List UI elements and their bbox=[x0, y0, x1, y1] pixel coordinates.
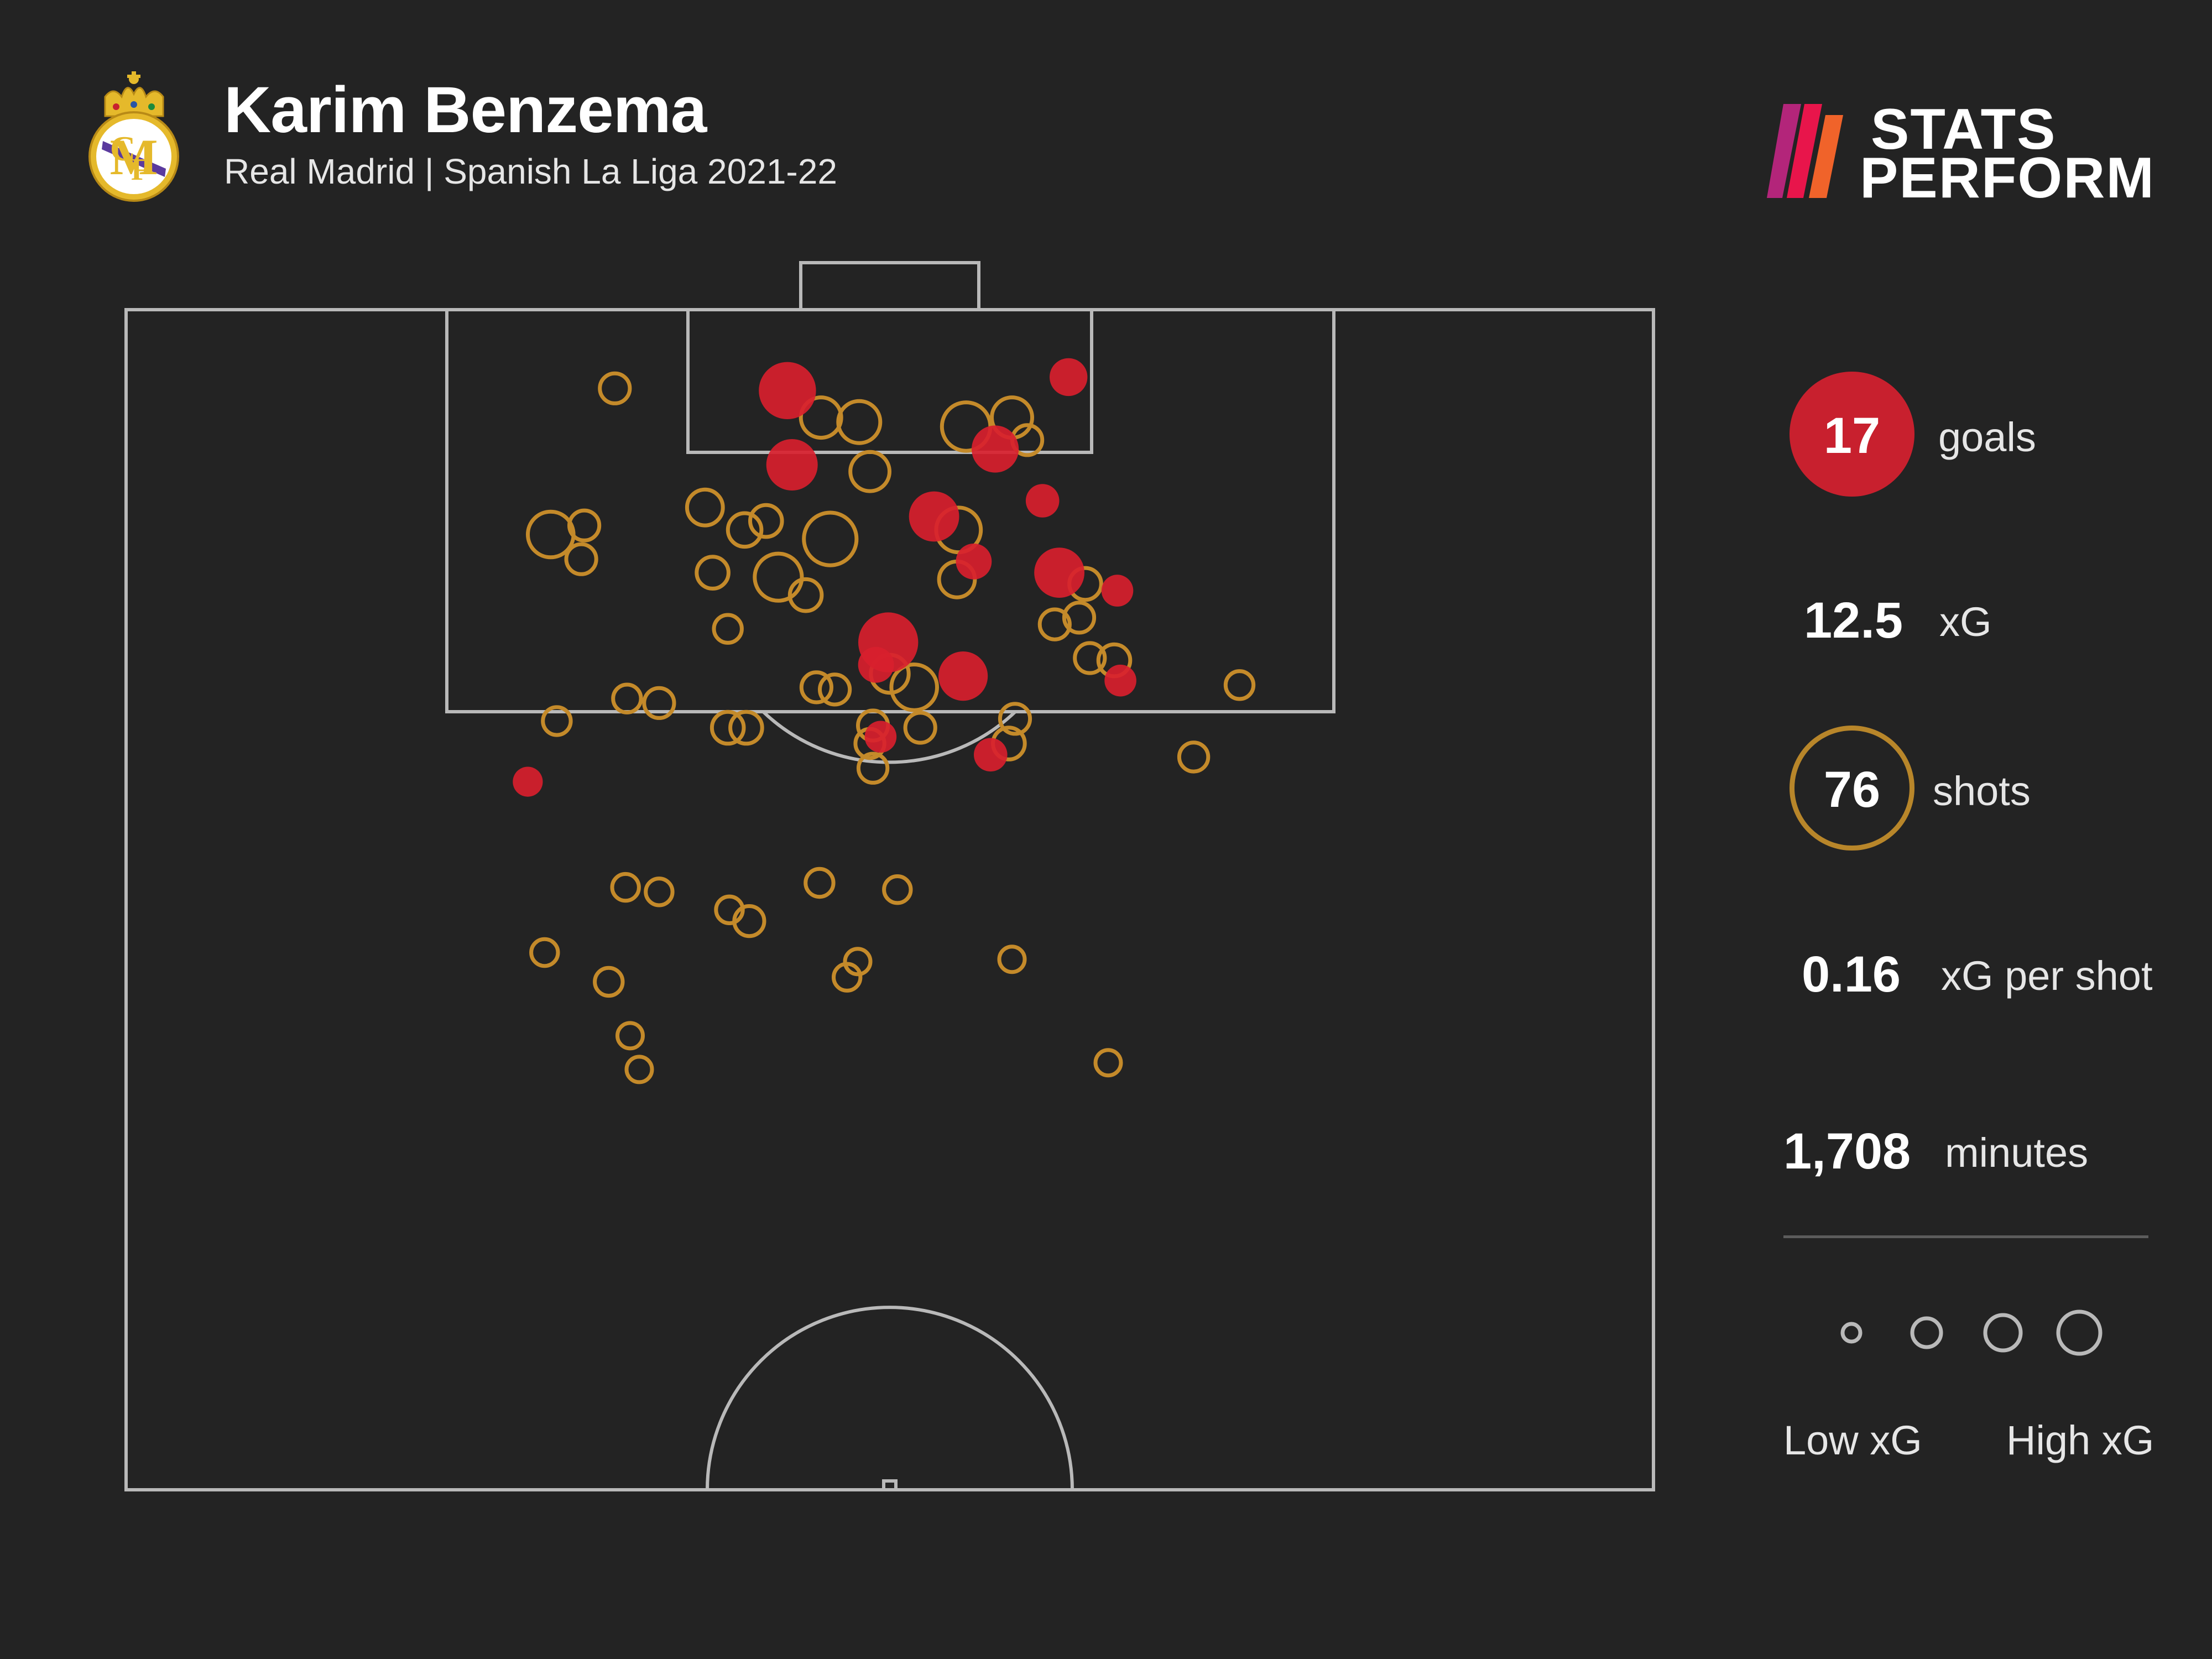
shot-goal-49 bbox=[864, 721, 897, 753]
shot-miss-70 bbox=[624, 1055, 654, 1084]
shot-miss-55 bbox=[1177, 740, 1211, 774]
goals-badge bbox=[1790, 372, 1914, 497]
shot-miss-59 bbox=[644, 877, 675, 907]
shot-miss-37 bbox=[1073, 641, 1107, 675]
stats-divider bbox=[1783, 1235, 2148, 1238]
shot-miss-21 bbox=[695, 555, 731, 591]
svg-text:F: F bbox=[131, 153, 150, 187]
shot-miss-62 bbox=[714, 894, 745, 926]
legend-high-label: High xG bbox=[2006, 1417, 2154, 1463]
shot-miss-28 bbox=[787, 577, 824, 613]
shot-miss-5 bbox=[848, 450, 891, 493]
chart-subtitle: Real Madrid | Spanish La Liga 2021-22 bbox=[224, 152, 837, 191]
shot-miss-1 bbox=[836, 399, 883, 445]
six-yard-box bbox=[686, 308, 1093, 454]
shot-goal-27 bbox=[1101, 575, 1134, 607]
minutes-label: minutes bbox=[1945, 1130, 2089, 1176]
shot-miss-56 bbox=[856, 752, 890, 785]
stats-perform-logo: STATS PERFORM bbox=[1767, 94, 2154, 207]
shot-miss-3 bbox=[799, 395, 843, 440]
shot-miss-22 bbox=[753, 551, 804, 603]
xG-label: xG bbox=[1939, 599, 1992, 645]
crown-icon bbox=[104, 71, 164, 117]
shot-map bbox=[124, 261, 1655, 1491]
xg-size-legend bbox=[1840, 1310, 2103, 1356]
xG-value: 12.5 bbox=[1804, 592, 1903, 649]
shot-miss-52 bbox=[998, 702, 1032, 736]
shot-miss-43 bbox=[611, 682, 643, 714]
brand-line-1: STATS bbox=[1871, 97, 2057, 161]
chart-title: Karim Benzema bbox=[224, 74, 707, 147]
brand-line-2: PERFORM bbox=[1860, 146, 2155, 210]
shot-miss-64 bbox=[529, 937, 560, 968]
shot-miss-31 bbox=[1062, 601, 1097, 635]
shot-miss-19 bbox=[526, 509, 576, 560]
goals-value: 17 bbox=[1823, 408, 1881, 464]
shot-miss-45 bbox=[541, 705, 573, 737]
shot-miss-14 bbox=[726, 511, 764, 549]
shot-goal-12 bbox=[909, 491, 959, 542]
shot-miss-68 bbox=[593, 966, 625, 998]
shot-miss-65 bbox=[843, 947, 873, 977]
shot-miss-44 bbox=[642, 686, 676, 720]
shot-miss-47 bbox=[728, 709, 764, 746]
legend-mid-high-xg-circle bbox=[1983, 1313, 2023, 1353]
shot-goal-9 bbox=[972, 425, 1019, 473]
shot-miss-18 bbox=[567, 508, 602, 542]
shot-miss-20 bbox=[564, 542, 598, 576]
shot-goal-57 bbox=[513, 766, 543, 797]
minutes-value: 1,708 bbox=[1783, 1123, 1911, 1180]
shot-goal-39 bbox=[1104, 664, 1136, 697]
shot-miss-41 bbox=[799, 670, 834, 705]
shot-goal-33 bbox=[858, 646, 894, 683]
legend-low-label: Low xG bbox=[1783, 1417, 1922, 1463]
penalty-arc bbox=[761, 710, 1017, 764]
shot-goal-24 bbox=[956, 543, 992, 580]
shots-badge bbox=[1790, 726, 1914, 851]
goal bbox=[799, 261, 980, 311]
shot-goal-25 bbox=[1034, 547, 1084, 598]
shot-miss-13 bbox=[685, 487, 725, 528]
shot-miss-15 bbox=[748, 503, 784, 539]
svg-text:C: C bbox=[110, 129, 135, 168]
shot-miss-30 bbox=[1037, 607, 1072, 641]
pitch-lines bbox=[124, 261, 1655, 1491]
shot-miss-60 bbox=[804, 867, 836, 899]
shot-miss-67 bbox=[832, 962, 863, 993]
shot-goal-11 bbox=[1025, 484, 1060, 518]
shot-goal-10 bbox=[1050, 358, 1088, 397]
shot-miss-66 bbox=[997, 945, 1027, 974]
shot-miss-46 bbox=[709, 709, 746, 746]
shot-miss-71 bbox=[1093, 1048, 1123, 1078]
shot-miss-35 bbox=[889, 662, 939, 712]
shot-goal-0 bbox=[759, 362, 816, 419]
shot-miss-58 bbox=[610, 872, 641, 903]
shot-goal-54 bbox=[974, 738, 1008, 772]
shot-miss-50 bbox=[903, 711, 937, 745]
shot-miss-63 bbox=[732, 904, 766, 938]
shot-miss-61 bbox=[882, 874, 913, 905]
shot-miss-2 bbox=[598, 371, 632, 405]
shots-value: 76 bbox=[1823, 761, 1881, 818]
centre-circle bbox=[706, 1306, 1074, 1490]
svg-text:M: M bbox=[110, 129, 158, 185]
centre-spot bbox=[882, 1479, 898, 1491]
legend-mid-low-xg-circle bbox=[1910, 1316, 1943, 1349]
brand-stripes-icon bbox=[1767, 104, 1843, 198]
shot-miss-69 bbox=[615, 1021, 645, 1051]
shot-miss-29 bbox=[712, 613, 744, 645]
legend-low-xg-circle bbox=[1840, 1322, 1863, 1344]
shot-goal-36 bbox=[938, 651, 988, 701]
real-madrid-crest-icon: M C F bbox=[88, 71, 179, 202]
goals-label: goals bbox=[1938, 414, 2036, 460]
shots-layer bbox=[513, 358, 1256, 1084]
shot-miss-42 bbox=[818, 672, 852, 707]
legend-high-xg-circle bbox=[2056, 1310, 2103, 1356]
shots-label: shots bbox=[1933, 768, 2031, 814]
xG-per-shot-value: 0.16 bbox=[1802, 946, 1901, 1003]
shot-miss-16 bbox=[802, 510, 859, 567]
xG-per-shot-label: xG per shot bbox=[1941, 953, 2153, 999]
shot-miss-40 bbox=[1223, 669, 1256, 701]
shot-goal-4 bbox=[766, 439, 818, 491]
